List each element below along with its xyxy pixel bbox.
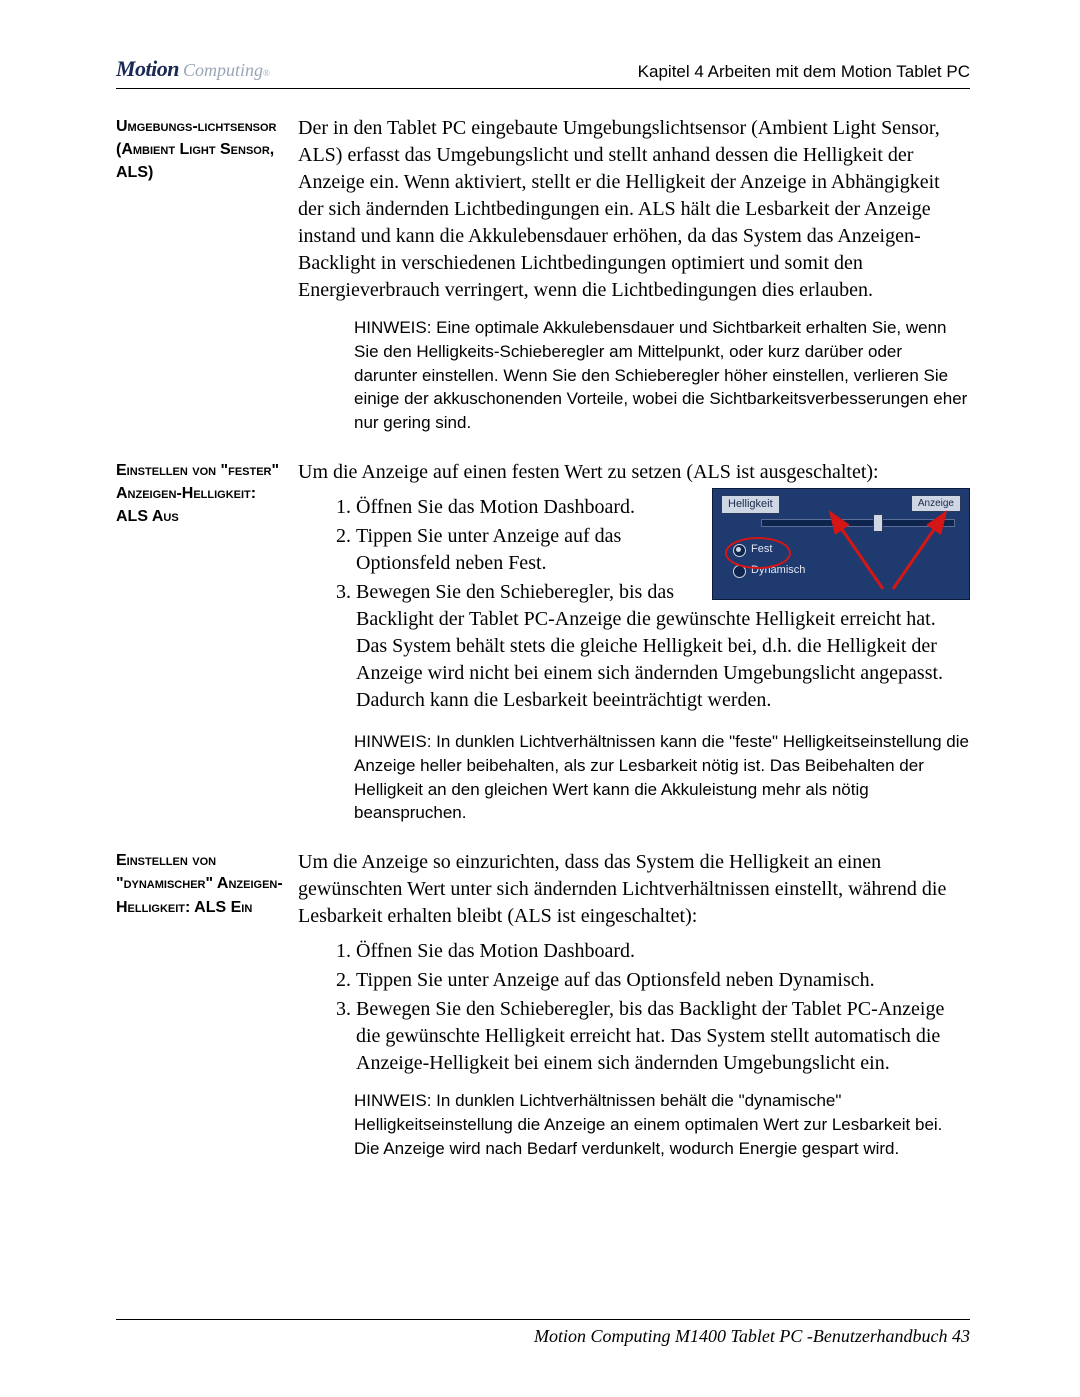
note-block: HINWEIS: In dunklen Lichtverhältnissen b… [354,1089,970,1160]
note-text: : In dunklen Lichtverhältnissen kann die… [354,732,969,822]
logo-motion-text: Motion [116,56,179,82]
paragraph: Der in den Tablet PC eingebaute Umgebung… [298,115,970,304]
footer-text: Motion Computing M1400 Tablet PC -Benutz… [116,1326,970,1347]
figure-button: Anzeige [911,495,961,513]
note-block: HINWEIS: Eine optimale Akkulebensdauer u… [354,316,970,435]
note-label: HINWEIS [354,1091,427,1110]
chapter-title: Arbeiten mit dem Motion Tablet PC [704,62,970,81]
section-body: Um die Anzeige so einzurichten, dass das… [298,849,970,1174]
logo-computing-text: Computing [183,60,263,81]
section-body: Der in den Tablet PC eingebaute Umgebung… [298,115,970,449]
intro-text: Um die Anzeige so einzurichten, dass das… [298,849,970,930]
annotation-arrow-icon [833,519,963,599]
section-fixed-brightness: Einstellen von "fester" Anzeigen-Helligk… [116,459,970,839]
section-als-overview: Umgebungs-lichtsensor (Ambient Light Sen… [116,115,970,449]
annotation-circle-icon [725,537,791,569]
side-heading-fixed: Einstellen von "fester" Anzeigen-Helligk… [116,459,298,839]
page-footer: Motion Computing M1400 Tablet PC -Benutz… [116,1319,970,1347]
brightness-panel-figure: Helligkeit Anzeige Fest Dynamisch [712,488,970,600]
note-block: HINWEIS: In dunklen Lichtverhältnissen k… [354,730,970,825]
step-item: Öffnen Sie das Motion Dashboard. [356,938,970,965]
page: Motion Computing ® Kapitel 4 Arbeiten mi… [0,0,1080,1397]
footer-rule [116,1319,970,1320]
logo-registered: ® [263,68,270,78]
step-item: Tippen Sie unter Anzeige auf das Options… [356,967,970,994]
note-label: HINWEIS [354,732,427,751]
section-body: Um die Anzeige auf einen festen Wert zu … [298,459,970,839]
step-item: Bewegen Sie den Schieberegler, bis das B… [356,996,970,1077]
page-header: Motion Computing ® Kapitel 4 Arbeiten mi… [116,56,970,82]
section-dynamic-brightness: Einstellen von "dynamischer" Anzeigen-He… [116,849,970,1174]
chapter-number: Kapitel 4 [638,62,704,81]
intro-text: Um die Anzeige auf einen festen Wert zu … [298,459,970,486]
logo: Motion Computing ® [116,56,270,82]
header-rule [116,88,970,89]
note-text: : Eine optimale Akkulebensdauer und Sich… [354,318,967,432]
figure-title: Helligkeit [721,495,780,514]
steps-list: Öffnen Sie das Motion Dashboard. Tippen … [298,938,970,1077]
note-text: : In dunklen Lichtverhältnissen behält d… [354,1091,942,1158]
note-label: HINWEIS [354,318,427,337]
chapter-label: Kapitel 4 Arbeiten mit dem Motion Tablet… [638,62,970,82]
side-heading-dynamic: Einstellen von "dynamischer" Anzeigen-He… [116,849,298,1174]
side-heading-als: Umgebungs-lichtsensor (Ambient Light Sen… [116,115,298,449]
